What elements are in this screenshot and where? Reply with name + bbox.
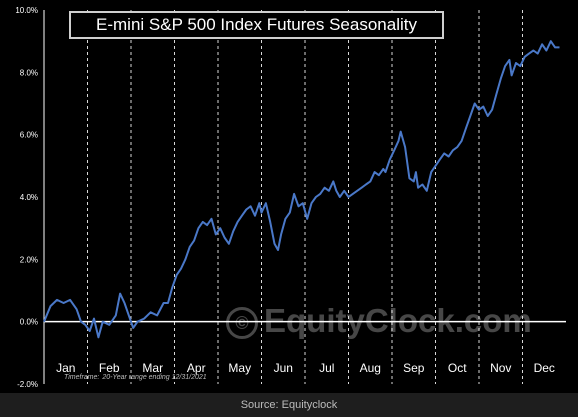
x-tick-label: Jun	[274, 361, 293, 375]
source-caption: Source: Equityclock	[240, 399, 338, 411]
x-tick-label: Apr	[187, 361, 206, 375]
x-tick-label: Dec	[534, 361, 555, 375]
y-tick-label: 2.0%	[20, 255, 38, 264]
x-tick-label: May	[228, 361, 251, 375]
x-tick-label: Mar	[142, 361, 163, 375]
x-tick-label: Aug	[360, 361, 381, 375]
x-tick-label: Jul	[319, 361, 334, 375]
copyright-icon: ©	[226, 307, 258, 339]
x-tick-label: Sep	[403, 361, 425, 375]
y-tick-label: 8.0%	[20, 68, 38, 77]
x-tick-label: Feb	[99, 361, 120, 375]
y-tick-label: -2.0%	[17, 380, 38, 389]
y-tick-label: 0.0%	[20, 318, 38, 327]
timeframe-value: 20-Year range ending 12/31/2021	[102, 374, 207, 381]
y-tick-label: 6.0%	[20, 131, 38, 140]
x-tick-label: Oct	[448, 361, 467, 375]
y-tick-label: 10.0%	[15, 6, 38, 15]
chart-plot: -2.0% 0.0% 2.0% 4.0% 6.0% 8.0% 10.0% Jan Feb Mar A…	[15, 6, 566, 389]
watermark: © EquityClock.com	[226, 303, 532, 339]
watermark-text: EquityClock.com	[264, 302, 532, 339]
y-tick-label: 4.0%	[20, 193, 38, 202]
series-line	[43, 40, 560, 339]
x-tick-label: Nov	[490, 361, 511, 375]
timeframe-note: Timeframe: 20-Year range ending 12/31/202…	[64, 374, 210, 381]
chart-title: E-mini S&P 500 Index Futures Seasonality	[69, 11, 444, 39]
timeframe-label: Timeframe:	[64, 374, 100, 381]
x-tick-label: Jan	[56, 361, 75, 375]
